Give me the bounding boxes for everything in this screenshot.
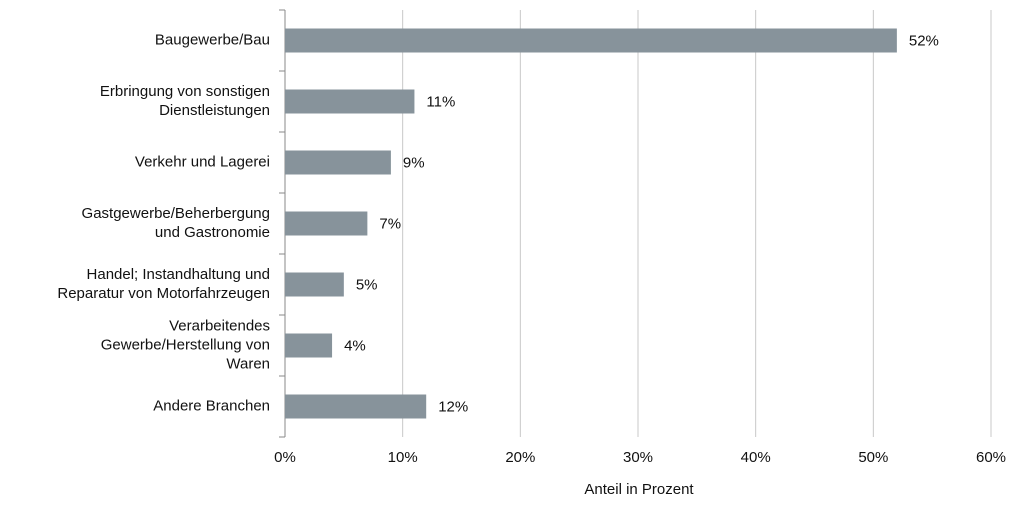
x-tick-label: 40% <box>741 449 771 466</box>
bar <box>285 394 427 419</box>
x-tick-label: 50% <box>858 449 888 466</box>
bar <box>285 150 391 175</box>
bar <box>285 211 368 236</box>
y-tick-label: Gewerbe/Herstellung von <box>101 336 270 353</box>
value-label: 4% <box>344 337 366 354</box>
x-tick-label: 60% <box>976 449 1006 466</box>
y-tick-label: Handel; Instandhaltung und <box>87 266 270 283</box>
y-tick-label: Reparatur von Motorfahrzeugen <box>57 285 270 302</box>
y-tick-label: Gastgewerbe/Beherbergung <box>82 205 270 222</box>
value-label: 7% <box>379 215 401 232</box>
y-tick-label: Baugewerbe/Bau <box>155 31 270 48</box>
bar <box>285 89 415 114</box>
x-axis-title: Anteil in Prozent <box>584 481 694 498</box>
y-tick-label: Erbringung von sonstigen <box>100 83 270 100</box>
bar <box>285 272 344 297</box>
value-label: 5% <box>356 276 378 293</box>
value-label: 12% <box>438 398 468 415</box>
y-tick-label: Verkehr und Lagerei <box>135 153 270 170</box>
x-tick-label: 10% <box>388 449 418 466</box>
y-tick-label: Verarbeitendes <box>169 317 270 334</box>
bar <box>285 333 333 358</box>
x-tick-label: 0% <box>274 449 296 466</box>
y-tick-label: Andere Branchen <box>153 397 270 414</box>
x-tick-label: 30% <box>623 449 653 466</box>
y-tick-label: Waren <box>226 355 270 372</box>
y-tick-label: und Gastronomie <box>155 224 270 241</box>
x-tick-label: 20% <box>505 449 535 466</box>
value-label: 11% <box>426 93 455 110</box>
value-label: 9% <box>403 154 425 171</box>
y-tick-label: Dienstleistungen <box>159 102 270 119</box>
bar <box>285 28 897 53</box>
value-label: 52% <box>909 32 939 49</box>
